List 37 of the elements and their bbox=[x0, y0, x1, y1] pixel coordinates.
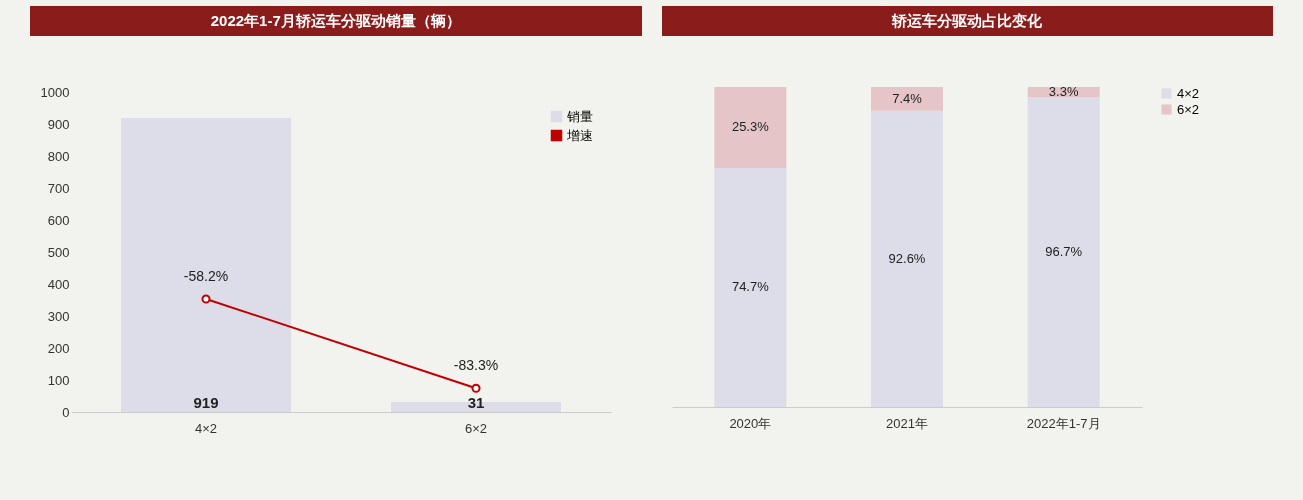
y-tick-label: 600 bbox=[47, 212, 70, 228]
y-tick-label: 700 bbox=[47, 180, 70, 196]
data-label: -83.3% bbox=[453, 357, 499, 374]
bar bbox=[870, 110, 943, 407]
y-tick-label: 100 bbox=[47, 372, 70, 388]
bar bbox=[870, 87, 943, 111]
data-label: 96.7% bbox=[1044, 244, 1083, 260]
x-tick-label: 2022年1-7月 bbox=[1026, 415, 1101, 431]
y-tick-label: 200 bbox=[47, 340, 70, 356]
legend-label: 销量 bbox=[566, 108, 593, 124]
data-label: 25.3% bbox=[731, 119, 769, 135]
y-tick-label: 300 bbox=[47, 308, 70, 324]
y-tick-label: 900 bbox=[47, 116, 70, 132]
data-label: 92.6% bbox=[888, 250, 926, 266]
x-tick-label: 4×2 bbox=[194, 420, 218, 436]
data-label: 7.4% bbox=[891, 90, 922, 106]
chart-title: 轿运车分驱动占比变化 bbox=[661, 6, 1273, 36]
y-tick-label: 400 bbox=[47, 276, 70, 292]
legend-label: 6×2 bbox=[1176, 101, 1199, 117]
bar bbox=[713, 87, 786, 168]
data-label: 31 bbox=[467, 394, 485, 411]
legend-label: 增速 bbox=[566, 127, 593, 143]
y-tick-label: 0 bbox=[62, 404, 70, 420]
data-label: 919 bbox=[193, 394, 219, 411]
x-tick-label: 2021年 bbox=[885, 415, 928, 431]
x-tick-label: 2020年 bbox=[728, 415, 771, 431]
data-label: 3.3% bbox=[1048, 84, 1079, 100]
bar bbox=[1027, 97, 1100, 407]
chart-title: 2022年1-7月轿运车分驱动销量（辆） bbox=[30, 6, 642, 36]
y-tick-label: 1000 bbox=[40, 84, 70, 100]
data-label: 74.7% bbox=[731, 279, 769, 295]
bar bbox=[713, 167, 786, 407]
data-label: -58.2% bbox=[183, 267, 229, 284]
y-tick-label: 500 bbox=[47, 244, 70, 260]
x-tick-label: 6×2 bbox=[464, 420, 488, 436]
y-tick-label: 800 bbox=[47, 148, 70, 164]
legend-label: 4×2 bbox=[1176, 85, 1199, 101]
